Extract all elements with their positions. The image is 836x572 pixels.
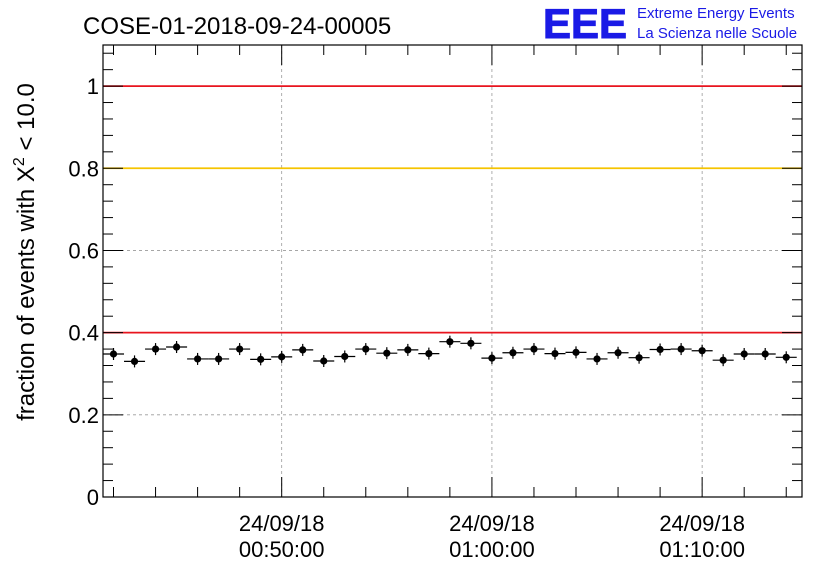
data-point-marker: [446, 338, 454, 346]
data-point-marker: [320, 357, 328, 365]
data-point-marker: [362, 345, 370, 353]
data-point: [124, 355, 146, 368]
data-point-marker: [172, 343, 181, 351]
data-point: [628, 351, 650, 364]
data-point: [649, 343, 671, 356]
data-point: [586, 352, 608, 365]
data-point-marker: [404, 346, 412, 354]
data-point-marker: [740, 350, 748, 358]
data-point: [523, 343, 545, 356]
y-axis-label-chi: X: [13, 166, 40, 182]
data-point: [502, 346, 524, 359]
y-tick-label: 0.2: [68, 403, 99, 428]
data-point-marker: [656, 345, 664, 354]
data-point-marker: [614, 349, 622, 357]
data-point-marker: [488, 354, 496, 362]
data-point: [187, 352, 209, 365]
x-tick-label-time: 00:50:00: [239, 537, 325, 562]
y-tick-label: 0.4: [68, 321, 99, 346]
y-axis-label-prefix: fraction of events with: [13, 182, 40, 421]
data-point: [334, 350, 356, 363]
x-tick-label-time: 01:10:00: [659, 537, 745, 562]
data-point: [712, 354, 734, 367]
data-point: [439, 335, 461, 348]
data-point-marker: [257, 355, 265, 363]
data-point: [397, 343, 419, 356]
data-point-marker: [341, 352, 349, 361]
plot-area: 00.20.40.60.8124/09/1800:50:0024/09/1801…: [68, 44, 803, 562]
y-tick-label: 0: [87, 485, 99, 510]
data-point-marker: [551, 349, 559, 358]
data-point-marker: [236, 345, 244, 353]
x-tick-label-date: 24/09/18: [659, 511, 745, 536]
y-tick-label: 0.8: [68, 156, 99, 181]
data-point: [103, 348, 125, 361]
data-point-marker: [278, 353, 286, 361]
data-point: [166, 341, 188, 354]
logo-mark: EEE: [543, 0, 627, 47]
x-tick-label-date: 24/09/18: [239, 511, 325, 536]
data-point: [250, 353, 272, 366]
plot-frame: [102, 44, 803, 498]
data-point-marker: [151, 345, 160, 353]
data-point: [271, 350, 293, 363]
data-point-marker: [719, 356, 727, 364]
data-point-marker: [215, 355, 223, 363]
data-point-marker: [593, 355, 601, 363]
data-point: [460, 337, 482, 350]
data-point: [754, 348, 776, 361]
y-tick-label: 1: [87, 74, 99, 99]
data-point: [355, 343, 377, 356]
y-axis-label-suffix: < 10.0: [13, 83, 40, 157]
data-point: [691, 344, 713, 357]
data-point-marker: [782, 353, 790, 361]
x-tick-label-time: 01:00:00: [449, 537, 535, 562]
x-tick-label-date: 24/09/18: [449, 511, 535, 536]
data-point-marker: [299, 346, 307, 354]
data-point: [733, 348, 755, 361]
data-point: [376, 347, 398, 360]
eee-logo: EEE Extreme Energy Events La Scienza nel…: [543, 0, 798, 48]
data-point: [544, 347, 566, 360]
chart-title: COSE-01-2018-09-24-00005: [83, 13, 391, 40]
data-point-marker: [109, 350, 118, 358]
data-point-marker: [677, 345, 685, 353]
data-point-marker: [467, 339, 475, 347]
data-point-marker: [635, 354, 643, 362]
data-point-marker: [194, 355, 202, 363]
logo-line-2: La Scienza nelle Scuole: [637, 25, 797, 42]
data-point-marker: [698, 347, 706, 355]
y-axis-label: fraction of events with X2 < 10.0: [11, 83, 40, 421]
data-point: [481, 352, 503, 365]
data-point-marker: [761, 350, 769, 358]
data-point-marker: [383, 349, 391, 357]
data-point: [208, 352, 230, 365]
data-point: [292, 343, 314, 356]
data-point: [565, 346, 587, 359]
data-point: [229, 343, 251, 356]
data-point: [775, 351, 797, 364]
y-tick-label: 0.6: [68, 238, 99, 263]
data-point: [607, 346, 629, 359]
data-point-marker: [572, 348, 580, 356]
data-point: [670, 343, 692, 356]
data-point-marker: [130, 357, 139, 365]
logo-line-1: Extreme Energy Events: [637, 5, 795, 22]
data-point-marker: [509, 349, 517, 357]
data-point: [313, 354, 335, 367]
data-point-marker: [425, 349, 433, 358]
data-point: [145, 343, 167, 356]
y-axis-label-superscript: 2: [11, 157, 28, 166]
data-point: [418, 347, 440, 360]
data-point-marker: [530, 345, 538, 353]
